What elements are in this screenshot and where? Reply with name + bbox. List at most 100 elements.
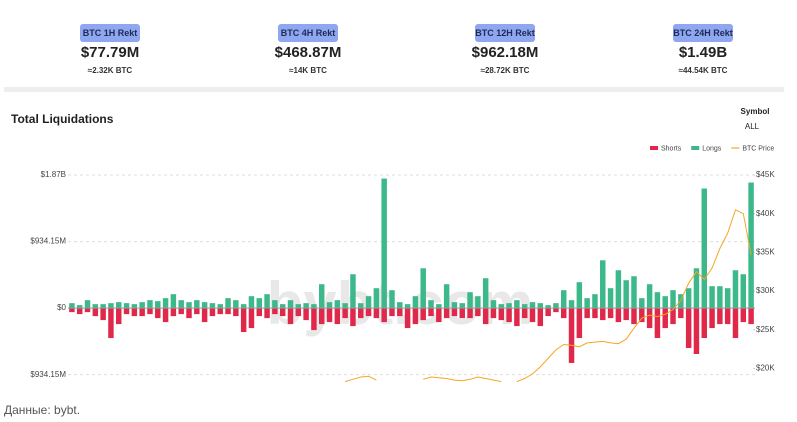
- bar: [717, 286, 723, 309]
- bar: [561, 290, 567, 309]
- bar: [607, 288, 614, 309]
- stat-pill: [673, 24, 733, 42]
- bar: [92, 308, 99, 317]
- bar: [279, 308, 286, 317]
- bar: [537, 303, 544, 309]
- bar: [701, 188, 707, 309]
- bar: [615, 308, 622, 323]
- legend-swatch: [650, 146, 658, 150]
- bar: [482, 308, 489, 325]
- bar: [654, 292, 661, 309]
- bar: [623, 280, 629, 309]
- legend-label[interactable]: BTC Price: [742, 145, 774, 152]
- bar: [475, 296, 481, 309]
- bar: [436, 304, 442, 309]
- stat-label: BTC 24H Rekt: [673, 28, 733, 38]
- bar: [412, 296, 419, 309]
- bar: [436, 308, 442, 323]
- bar: [186, 308, 192, 319]
- y2-tick-label: $25K: [756, 325, 775, 334]
- bar: [389, 290, 395, 309]
- bar: [287, 300, 294, 309]
- bar: [428, 308, 434, 317]
- bar: [740, 308, 747, 323]
- bar: [459, 308, 465, 319]
- bar: [248, 308, 255, 329]
- footer: Данные: bybt.: [4, 403, 80, 417]
- bar: [194, 308, 200, 315]
- bar: [584, 308, 590, 319]
- bar: [561, 308, 567, 319]
- bar: [342, 303, 348, 309]
- stat-value: $1.49B: [679, 44, 728, 61]
- bar: [155, 308, 161, 319]
- bar: [443, 308, 450, 319]
- bar: [240, 308, 247, 333]
- bar: [506, 303, 512, 309]
- bar: [84, 308, 91, 313]
- bar: [397, 302, 403, 309]
- bar: [147, 308, 153, 315]
- bar: [248, 296, 255, 309]
- separator: [4, 87, 784, 92]
- bar: [116, 302, 122, 309]
- bar: [318, 308, 325, 325]
- legend-label[interactable]: Longs: [702, 145, 722, 152]
- bar: [139, 302, 145, 309]
- bar: [607, 308, 614, 319]
- bar: [334, 308, 341, 325]
- bar: [272, 300, 278, 309]
- y-tick-label: $934.15M: [30, 370, 66, 379]
- bar: [709, 308, 715, 329]
- bar: [318, 284, 325, 309]
- filter-value[interactable]: ALL: [745, 122, 760, 131]
- bar: [514, 300, 520, 309]
- bar: [350, 274, 356, 309]
- bar: [600, 308, 606, 321]
- bar: [303, 303, 309, 309]
- bar: [342, 308, 348, 319]
- bar: [451, 308, 458, 317]
- bar: [412, 308, 419, 325]
- bar: [108, 303, 114, 309]
- bar: [529, 308, 536, 323]
- stat-value: $77.79M: [81, 44, 139, 61]
- bar: [467, 308, 473, 319]
- bar: [623, 308, 629, 321]
- bar: [108, 308, 114, 339]
- bar: [498, 308, 505, 321]
- bar: [678, 308, 684, 319]
- bar: [147, 300, 153, 309]
- bar: [490, 300, 497, 309]
- bar: [217, 304, 223, 309]
- bar: [233, 300, 239, 309]
- legend-label[interactable]: Shorts: [661, 145, 682, 152]
- bar: [92, 304, 99, 309]
- bar: [600, 260, 606, 309]
- stat-label: BTC 12H Rekt: [475, 28, 535, 38]
- bar: [420, 308, 426, 321]
- bar: [272, 308, 278, 315]
- bar: [311, 304, 317, 309]
- bar: [69, 303, 75, 309]
- bar: [748, 308, 754, 325]
- y-tick-label: $934.15M: [30, 237, 66, 246]
- bar: [287, 308, 294, 325]
- bar: [482, 278, 489, 309]
- bar: [568, 308, 575, 363]
- bar: [256, 308, 262, 317]
- bar: [303, 308, 309, 321]
- bar: [365, 308, 372, 317]
- bar: [568, 300, 575, 309]
- y-tick-label: $0: [57, 303, 66, 312]
- bar: [365, 296, 372, 309]
- bar: [709, 286, 715, 309]
- bar: [701, 308, 707, 339]
- bar: [475, 308, 481, 317]
- bar: [76, 308, 83, 315]
- y-tick-label: $1.87B: [41, 170, 66, 179]
- bar: [662, 296, 668, 309]
- bar: [685, 308, 692, 349]
- bar: [732, 308, 739, 339]
- bar: [326, 302, 333, 309]
